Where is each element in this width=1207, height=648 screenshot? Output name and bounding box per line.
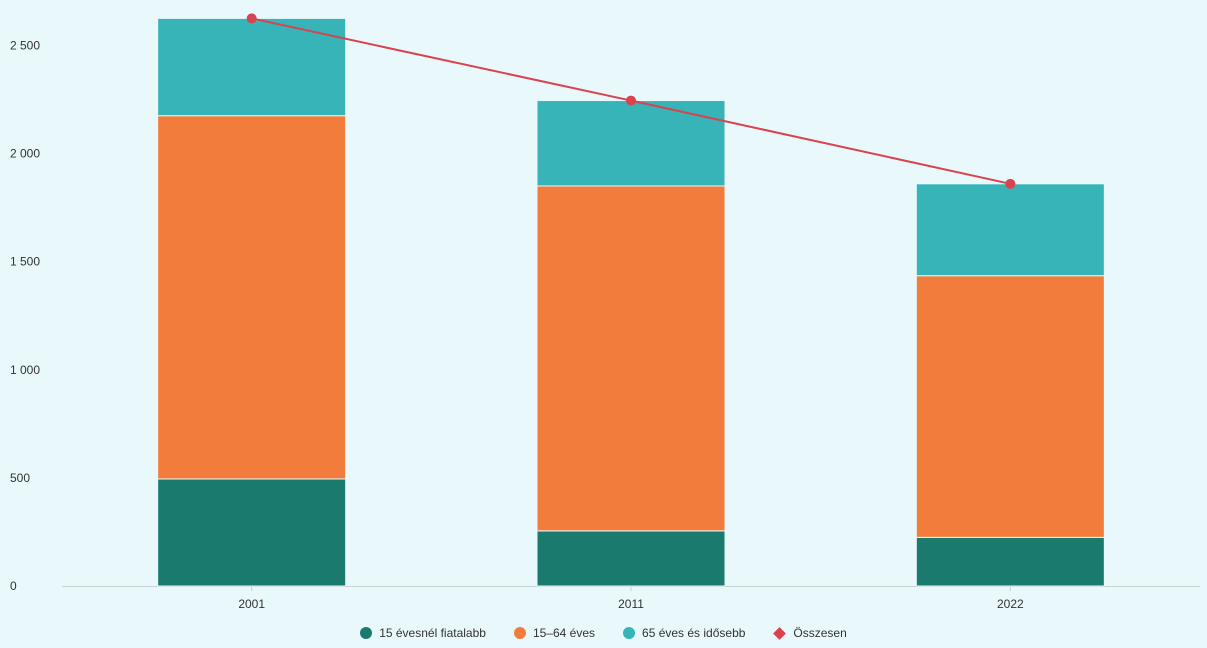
legend-label-15-64: 15–64 éves (532, 626, 596, 640)
legend-label-total: Összesen (793, 626, 847, 640)
bar-segment-0-2011[interactable] (536, 530, 726, 587)
x-tick-label: 2001 (238, 597, 265, 611)
y-tick-label: 2 500 (10, 38, 40, 52)
bar-segment-1-2001[interactable] (157, 115, 347, 480)
bar-segment-0-2001[interactable] (157, 478, 347, 587)
legend-item-15-64[interactable]: 15–64 éves (513, 626, 596, 640)
legend-label-under-15: 15 évesnél fiatalabb (379, 626, 486, 640)
bars-layer (157, 17, 1105, 587)
legend-item-65-plus[interactable]: 65 éves és idősebb (623, 626, 745, 640)
x-tick-label: 2011 (618, 597, 644, 611)
y-tick-label: 500 (10, 471, 30, 485)
y-tick-label: 1 000 (10, 363, 40, 377)
legend-label-65-plus: 65 éves és idősebb (642, 626, 746, 640)
legend-marker-under-15 (360, 627, 373, 639)
line-layer (246, 13, 1016, 189)
y-tick-label: 1 500 (10, 255, 40, 269)
legend-item-under-15[interactable]: 15 évesnél fiatalabb (360, 626, 486, 640)
y-tick-label: 2 000 (10, 147, 40, 161)
x-tick-label: 2022 (997, 597, 1024, 611)
legend: 15 évesnél fiatalabb 15–64 éves 65 éves … (0, 626, 1207, 640)
legend-marker-65-plus (623, 627, 636, 639)
y-tick-label: 0 (10, 579, 17, 593)
bar-segment-1-2022[interactable] (915, 275, 1105, 538)
legend-marker-total (773, 626, 787, 640)
bar-segment-1-2011[interactable] (536, 185, 726, 532)
bar-segment-2-2022[interactable] (915, 183, 1105, 277)
total-point-2001[interactable] (246, 13, 257, 24)
bar-segment-2-2001[interactable] (157, 17, 347, 117)
bar-segment-2-2011[interactable] (536, 100, 726, 187)
bar-segment-0-2022[interactable] (915, 536, 1105, 587)
legend-marker-15-64 (513, 627, 526, 639)
total-point-2022[interactable] (1005, 178, 1016, 189)
total-point-2011[interactable] (626, 95, 636, 106)
legend-item-total[interactable]: Összesen (773, 626, 847, 640)
